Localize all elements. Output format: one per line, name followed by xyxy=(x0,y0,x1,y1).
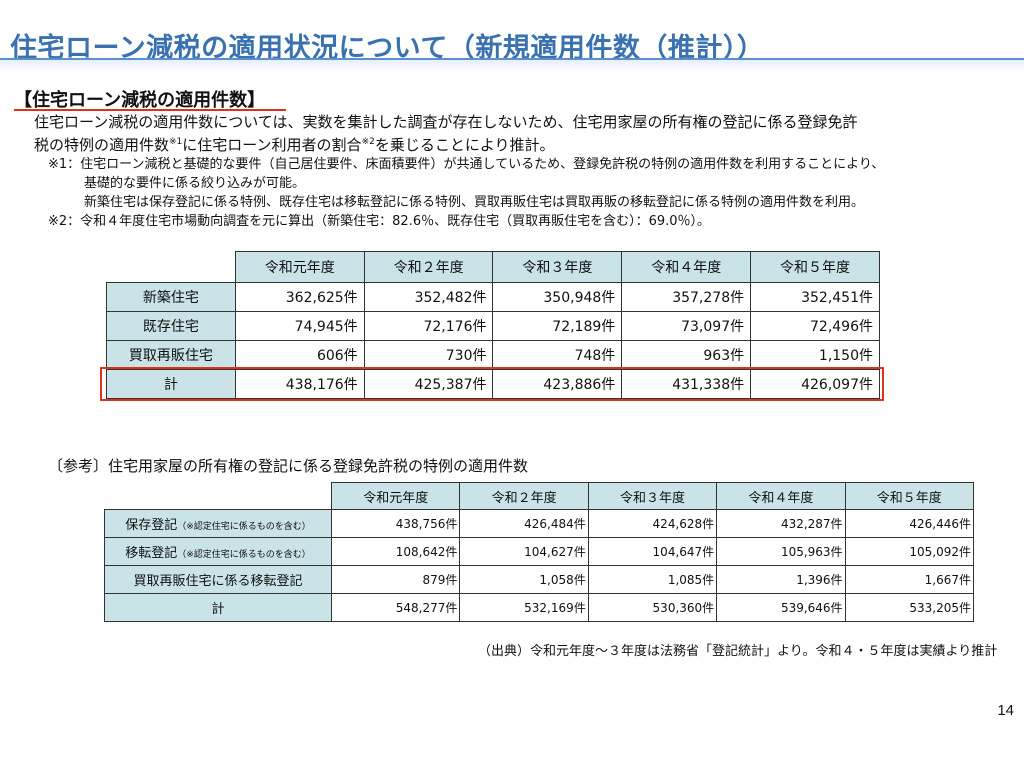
table-corner xyxy=(104,482,332,510)
column-header: 令和２年度 xyxy=(459,482,589,510)
table-row: 移転登記（※認定住宅に係るものを含む） 108,642件 104,627件 10… xyxy=(104,537,975,566)
table-cell: 1,058件 xyxy=(459,565,589,594)
source-note: （出典）令和元年度～３年度は法務省「登記統計」より。令和４・５年度は実績より推計 xyxy=(478,644,998,659)
column-header: 令和５年度 xyxy=(844,482,975,510)
table-corner xyxy=(106,251,236,283)
table-row: 買取再販住宅に係る移転登記 879件 1,058件 1,085件 1,396件 … xyxy=(104,565,975,594)
table-cell: 533,205件 xyxy=(844,593,975,622)
total-row-highlight xyxy=(100,367,884,401)
table-cell: 432,287件 xyxy=(716,509,846,538)
row-label: 既存住宅 xyxy=(106,311,236,341)
description: 住宅ローン減税の適用件数については、実数を集計した調査が存在しないため、住宅用家… xyxy=(34,112,1009,155)
title-divider xyxy=(0,58,1024,72)
table-cell: 748件 xyxy=(492,340,623,370)
row-label: 計 xyxy=(104,593,332,622)
row-label-text: 移転登記 xyxy=(125,546,178,561)
loan-deduction-table: 令和元年度 令和２年度 令和３年度 令和４年度 令和５年度 新築住宅 362,6… xyxy=(106,251,880,399)
column-header: 令和元年度 xyxy=(330,482,461,510)
column-header: 令和４年度 xyxy=(716,482,846,510)
table-row: 既存住宅 74,945件 72,176件 72,189件 73,097件 72,… xyxy=(106,311,880,341)
table-row: 保存登記（※認定住宅に係るものを含む） 438,756件 426,484件 42… xyxy=(104,509,975,538)
row-label: 買取再販住宅 xyxy=(106,340,236,370)
table-cell: 1,667件 xyxy=(844,565,975,594)
table-cell: 548,277件 xyxy=(330,593,461,622)
table-header-row: 令和元年度 令和２年度 令和３年度 令和４年度 令和５年度 xyxy=(104,482,975,510)
table-cell: 532,169件 xyxy=(459,593,589,622)
table-cell: 350,948件 xyxy=(492,282,623,312)
description-text: に住宅ローン利用者の割合 xyxy=(182,136,362,154)
description-text: を乗じることにより推計。 xyxy=(374,136,555,154)
table-cell: 105,963件 xyxy=(716,537,846,566)
table-cell: 426,484件 xyxy=(459,509,589,538)
table-cell: 424,628件 xyxy=(587,509,718,538)
column-header: 令和５年度 xyxy=(750,251,880,283)
table-cell: 1,150件 xyxy=(750,340,880,370)
row-label-note: （※認定住宅に係るものを含む） xyxy=(177,522,311,532)
description-line-1: 住宅ローン減税の適用件数については、実数を集計した調査が存在しないため、住宅用家… xyxy=(34,113,858,131)
section-heading-underline xyxy=(14,109,286,111)
table-cell: 1,085件 xyxy=(587,565,718,594)
table-cell: 362,625件 xyxy=(234,282,365,312)
table-cell: 72,189件 xyxy=(492,311,623,341)
table-cell: 431,338件 xyxy=(621,369,752,399)
table-row: 買取再販住宅 606件 730件 748件 963件 1,150件 xyxy=(106,340,880,370)
row-label: 移転登記（※認定住宅に係るものを含む） xyxy=(104,537,332,566)
footnote-ref-1: ※1 xyxy=(169,137,183,147)
table-total-row: 計 548,277件 532,169件 530,360件 539,646件 53… xyxy=(104,593,975,622)
table-cell: 426,446件 xyxy=(844,509,975,538)
reference-heading: 〔参考〕住宅用家屋の所有権の登記に係る登録免許税の特例の適用件数 xyxy=(48,457,529,475)
note-2: ※2：令和４年度住宅市場動向調査を元に算出（新築住宅：82.6％、既存住宅（買取… xyxy=(48,214,711,229)
row-label-text: 買取再販住宅に係る移転登記 xyxy=(133,574,303,589)
table-cell: 879件 xyxy=(330,565,461,594)
table-cell: 438,176件 xyxy=(234,369,365,399)
row-label: 計 xyxy=(106,369,236,399)
row-label: 買取再販住宅に係る移転登記 xyxy=(104,565,332,594)
column-header: 令和元年度 xyxy=(234,251,365,283)
table-cell: 108,642件 xyxy=(330,537,461,566)
table-cell: 73,097件 xyxy=(621,311,752,341)
table-header-row: 令和元年度 令和２年度 令和３年度 令和４年度 令和５年度 xyxy=(106,251,880,283)
row-label: 新築住宅 xyxy=(106,282,236,312)
page-number: 14 xyxy=(997,702,1014,719)
section-heading: 【住宅ローン減税の適用件数】 xyxy=(14,90,266,111)
table-cell: 74,945件 xyxy=(234,311,365,341)
table-cell: 72,176件 xyxy=(363,311,494,341)
table-row: 新築住宅 362,625件 352,482件 350,948件 357,278件… xyxy=(106,282,880,312)
note-1: ※1：住宅ローン減税と基礎的な要件（自己居住要件、床面積要件）が共通しているため… xyxy=(48,157,885,172)
table-total-row: 計 438,176件 425,387件 423,886件 431,338件 42… xyxy=(106,369,880,399)
row-label-note: （※認定住宅に係るものを含む） xyxy=(177,550,311,560)
footnote-ref-2: ※2 xyxy=(361,137,375,147)
table-cell: 105,092件 xyxy=(844,537,975,566)
table-cell: 423,886件 xyxy=(492,369,623,399)
table-cell: 963件 xyxy=(621,340,752,370)
column-header: 令和４年度 xyxy=(621,251,752,283)
row-label-text: 保存登記 xyxy=(125,518,178,533)
table-cell: 104,627件 xyxy=(459,537,589,566)
column-header: 令和３年度 xyxy=(587,482,718,510)
table-cell: 425,387件 xyxy=(363,369,494,399)
table-cell: 730件 xyxy=(363,340,494,370)
note-1-continued: 基礎的な要件に係る絞り込みが可能。 xyxy=(84,176,306,191)
table-cell: 104,647件 xyxy=(587,537,718,566)
table-cell: 606件 xyxy=(234,340,365,370)
description-text: 税の特例の適用件数 xyxy=(34,136,170,154)
table-cell: 357,278件 xyxy=(621,282,752,312)
row-label-text: 計 xyxy=(211,602,225,617)
description-line-2: 税の特例の適用件数※1に住宅ローン利用者の割合※2を乗じることにより推計。 xyxy=(34,132,1009,155)
table-cell: 426,097件 xyxy=(750,369,880,399)
table-cell: 1,396件 xyxy=(716,565,846,594)
table-cell: 352,482件 xyxy=(363,282,494,312)
table-cell: 438,756件 xyxy=(330,509,461,538)
row-label: 保存登記（※認定住宅に係るものを含む） xyxy=(104,509,332,538)
registration-tax-table: 令和元年度 令和２年度 令和３年度 令和４年度 令和５年度 保存登記（※認定住宅… xyxy=(104,482,975,622)
table-cell: 539,646件 xyxy=(716,593,846,622)
table-cell: 530,360件 xyxy=(587,593,718,622)
column-header: 令和３年度 xyxy=(492,251,623,283)
table-cell: 352,451件 xyxy=(750,282,880,312)
table-cell: 72,496件 xyxy=(750,311,880,341)
column-header: 令和２年度 xyxy=(363,251,494,283)
note-1-detail: 新築住宅は保存登記に係る特例、既存住宅は移転登記に係る特例、買取再販住宅は買取再… xyxy=(84,195,865,210)
